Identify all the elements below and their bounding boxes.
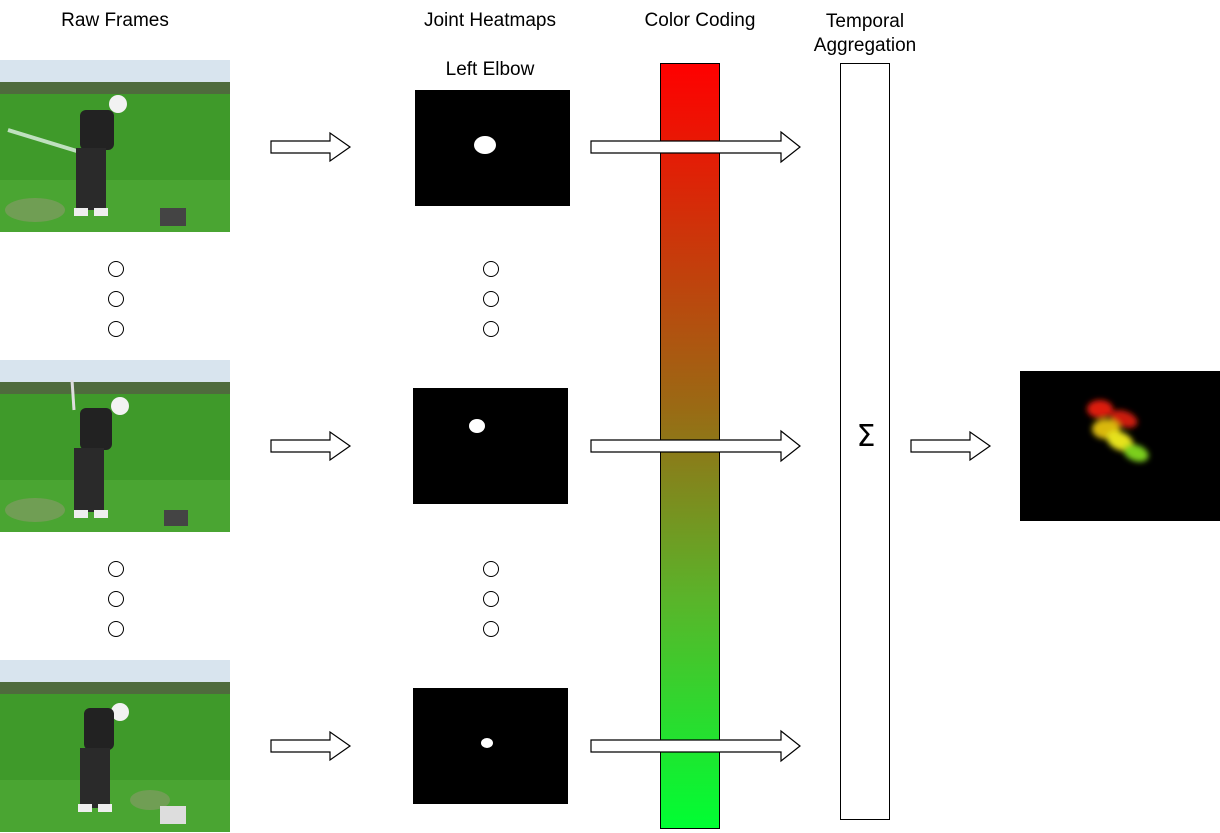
raw-frame-2 (0, 360, 230, 532)
ellipsis-dot-icon (483, 291, 499, 307)
golfer-image (0, 360, 230, 532)
ellipsis-dot-icon (483, 261, 499, 277)
heatmap-1 (415, 90, 570, 206)
right-arrow-icon (270, 730, 352, 762)
ellipsis-dot-icon (108, 261, 124, 277)
heatmap-2 (413, 388, 568, 504)
joint-heatmaps-header: Joint Heatmaps (423, 10, 556, 31)
right-arrow-icon (270, 131, 352, 163)
right-arrow-icon (590, 429, 801, 463)
raw-frames-header: Raw Frames (61, 10, 169, 31)
right-arrow-icon (590, 729, 801, 763)
right-arrow-icon (590, 130, 801, 164)
heatmap-blob (474, 136, 496, 154)
heatmap-blob (469, 419, 485, 433)
ellipsis-dot-icon (108, 591, 124, 607)
color-coding-header: Color Coding (644, 10, 756, 31)
sigma-icon: Σ (856, 419, 876, 454)
heatmap-3 (413, 688, 568, 804)
aggregated-result-image (1020, 371, 1220, 521)
ellipsis-dot-icon (108, 321, 124, 337)
ellipsis-dot-icon (108, 561, 124, 577)
heatmap-blob (481, 738, 493, 748)
temporal-aggregation-box: Σ (840, 63, 890, 820)
ellipsis-dot-icon (483, 621, 499, 637)
temporal-aggregation-header: Temporal Aggregation (813, 11, 917, 56)
golfer-image (0, 60, 230, 232)
joint-name-label: Left Elbow (445, 59, 535, 80)
ellipsis-dot-icon (483, 591, 499, 607)
raw-frame-1 (0, 60, 230, 232)
raw-frame-3 (0, 660, 230, 832)
right-arrow-icon (270, 430, 352, 462)
ellipsis-dot-icon (483, 321, 499, 337)
ellipsis-dot-icon (483, 561, 499, 577)
golfer-image (0, 660, 230, 832)
ellipsis-dot-icon (108, 291, 124, 307)
right-arrow-icon (910, 430, 992, 462)
ellipsis-dot-icon (108, 621, 124, 637)
